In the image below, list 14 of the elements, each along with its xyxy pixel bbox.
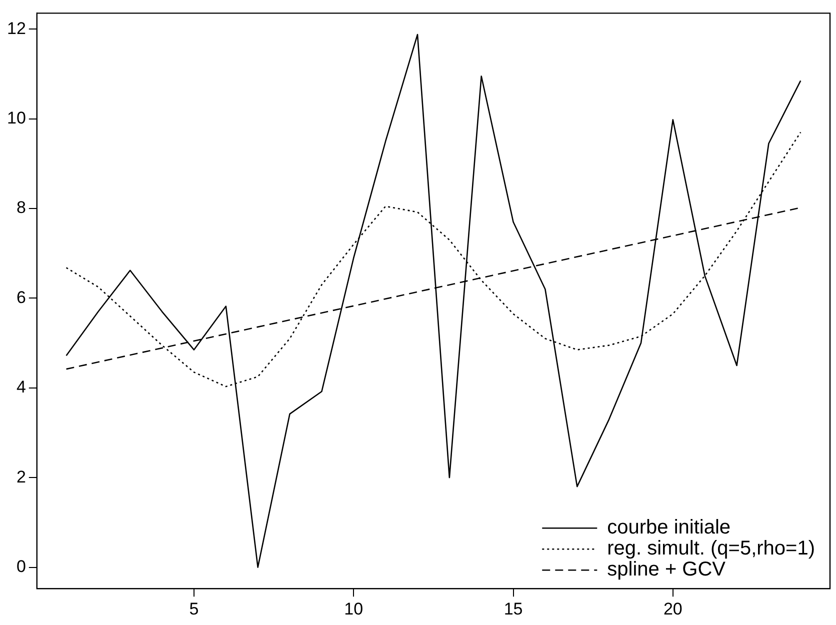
legend-label: courbe initiale: [607, 516, 731, 539]
y-tick-label: 8: [16, 198, 26, 218]
y-tick-label: 6: [16, 288, 26, 307]
legend-label: reg. simult. (q=5,rho=1): [607, 538, 816, 560]
y-tick-label: 2: [16, 467, 26, 486]
y-tick-label: 4: [16, 378, 26, 397]
y-tick-label: 10: [6, 108, 26, 128]
x-tick-label: 20: [663, 599, 682, 618]
legend-label: spline + GCV: [607, 558, 726, 581]
y-tick-label: 12: [6, 18, 26, 38]
x-tick-label: 5: [189, 599, 199, 618]
y-tick-label: 0: [16, 556, 26, 576]
x-tick-label: 15: [504, 599, 523, 618]
x-tick-label: 10: [344, 599, 364, 618]
